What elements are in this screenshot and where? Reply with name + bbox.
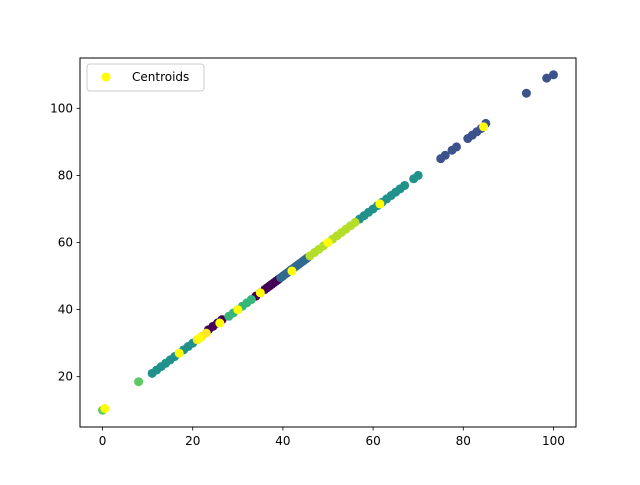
centroid-point [194, 333, 204, 343]
data-point [400, 180, 410, 190]
centroid-point [215, 318, 225, 328]
data-point [548, 70, 558, 80]
legend-marker-centroids [101, 72, 111, 82]
x-tick-label: 100 [542, 434, 565, 448]
y-tick-label: 60 [58, 236, 73, 250]
data-point [246, 295, 256, 305]
data-point [452, 142, 462, 152]
centroid-point [174, 348, 184, 358]
centroid-point [255, 288, 265, 298]
y-tick-label: 100 [50, 101, 73, 115]
centroids-layer [100, 122, 489, 414]
data-point [542, 73, 552, 83]
centroid-point [287, 266, 297, 276]
y-tick-label: 40 [58, 303, 73, 317]
y-tick-label: 80 [58, 168, 73, 182]
y-axis: 20 40 60 80 100 [50, 101, 80, 384]
x-tick-label: 20 [185, 434, 200, 448]
data-point [201, 328, 211, 338]
data-point [521, 88, 531, 98]
legend-box [86, 63, 205, 92]
data-point [134, 377, 144, 387]
x-tick-label: 60 [365, 434, 380, 448]
y-tick-label: 20 [58, 370, 73, 384]
legend-label-centroids: Centroids [132, 70, 189, 84]
x-tick-label: 80 [456, 434, 471, 448]
centroid-point [233, 305, 243, 315]
data-point [440, 150, 450, 160]
centroid-point [375, 199, 385, 209]
x-axis: 0 20 40 60 80 100 [99, 427, 565, 448]
centroid-point [323, 238, 333, 247]
data-point [413, 170, 423, 180]
data-point [350, 217, 360, 227]
centroid-point [479, 122, 489, 132]
centroid-point [100, 404, 110, 414]
legend: Centroids [86, 63, 205, 92]
x-tick-label: 0 [99, 434, 107, 448]
x-tick-label: 40 [275, 434, 290, 448]
